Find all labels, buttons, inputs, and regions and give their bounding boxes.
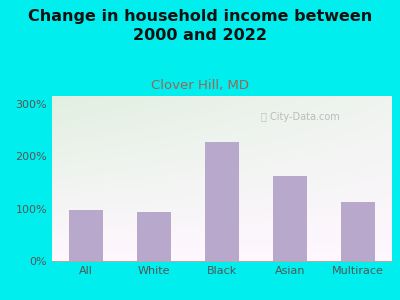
Text: Change in household income between
2000 and 2022: Change in household income between 2000 … — [28, 9, 372, 43]
Text: ⓘ City-Data.com: ⓘ City-Data.com — [261, 112, 340, 122]
Bar — [137, 212, 171, 261]
Bar — [69, 210, 103, 261]
Bar — [341, 202, 375, 261]
Text: Clover Hill, MD: Clover Hill, MD — [151, 80, 249, 92]
Bar — [205, 142, 239, 261]
Bar — [273, 176, 307, 261]
